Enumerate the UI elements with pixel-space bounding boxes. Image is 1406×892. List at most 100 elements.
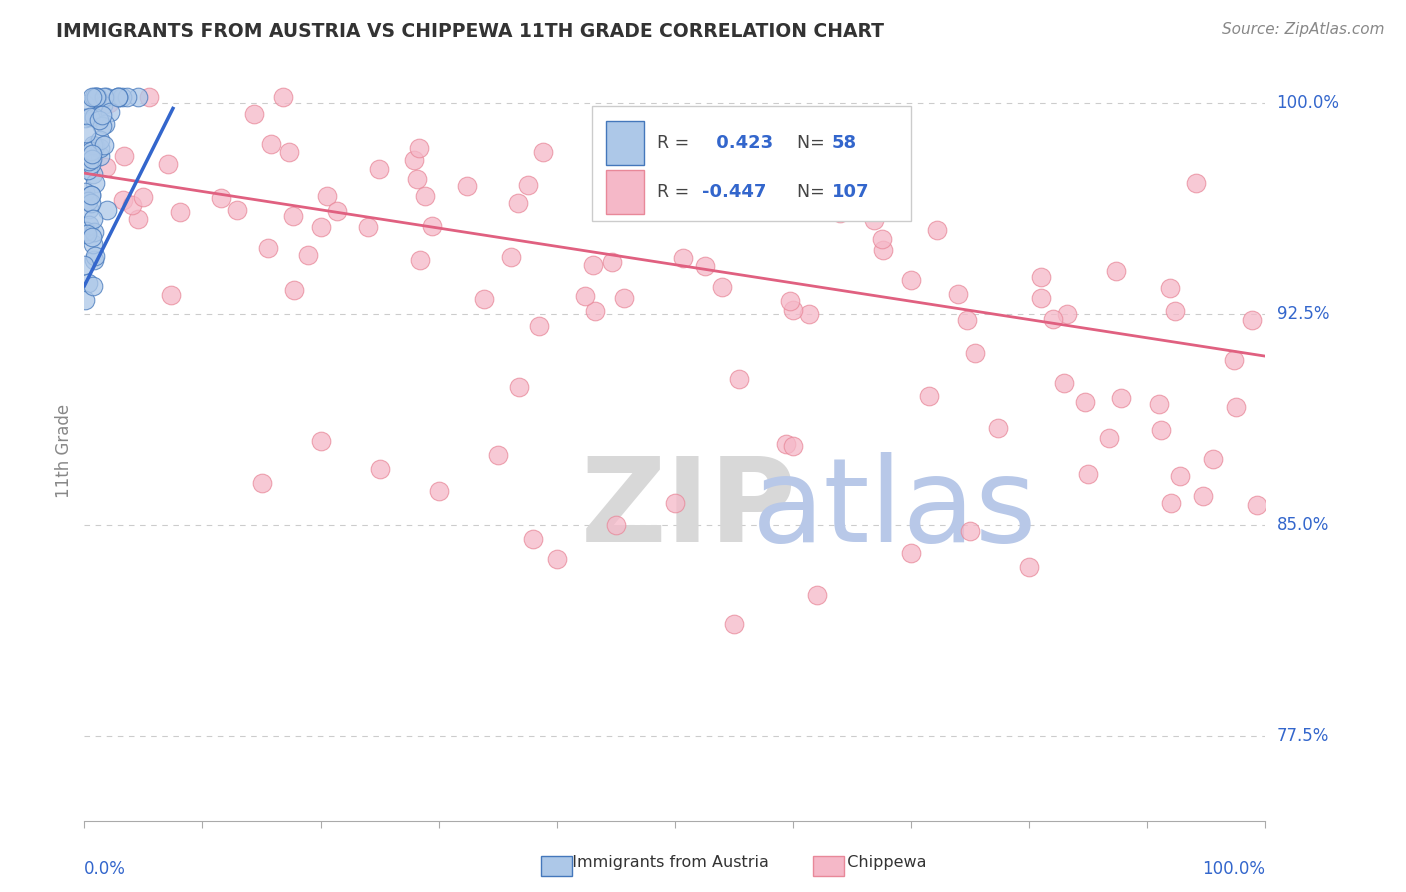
Point <box>710 280 733 294</box>
Point <box>77 202 100 216</box>
Text: 92.5%: 92.5% <box>1277 305 1329 323</box>
Point <box>585 304 607 318</box>
Point <box>830 206 852 220</box>
Point <box>82 168 104 182</box>
Point <box>131 190 153 204</box>
Point <box>582 258 605 272</box>
Point <box>402 153 425 168</box>
Text: N=: N= <box>797 134 830 152</box>
Point <box>1147 397 1170 411</box>
Point <box>89 141 111 155</box>
Point <box>82 137 104 152</box>
FancyBboxPatch shape <box>606 120 644 165</box>
Text: IMMIGRANTS FROM AUSTRIA VS CHIPPEWA 11TH GRADE CORRELATION CHART: IMMIGRANTS FROM AUSTRIA VS CHIPPEWA 11TH… <box>56 22 884 41</box>
Point <box>367 161 389 176</box>
Point <box>613 291 636 305</box>
Point <box>357 220 380 235</box>
Point <box>80 90 103 104</box>
Text: N=: N= <box>797 183 830 202</box>
Point <box>107 90 129 104</box>
Point <box>75 185 97 199</box>
Point <box>79 144 101 158</box>
Point <box>73 293 96 308</box>
Point <box>107 90 129 104</box>
Point <box>602 255 624 269</box>
Point <box>517 178 540 193</box>
Point <box>775 436 797 450</box>
Point <box>309 220 332 235</box>
Point <box>86 90 108 104</box>
Point <box>605 518 627 533</box>
Point <box>927 223 949 237</box>
Point <box>316 188 339 202</box>
Point <box>83 90 105 104</box>
Point <box>80 188 103 202</box>
Point <box>1241 312 1264 326</box>
Point <box>82 229 104 244</box>
Y-axis label: 11th Grade: 11th Grade <box>55 403 73 498</box>
Point <box>87 113 110 128</box>
Point <box>806 589 828 603</box>
Text: Source: ZipAtlas.com: Source: ZipAtlas.com <box>1222 22 1385 37</box>
Point <box>1150 423 1173 437</box>
Point <box>83 225 105 239</box>
Point <box>965 345 987 359</box>
Text: 0.423: 0.423 <box>710 134 773 152</box>
Point <box>499 250 522 264</box>
Point <box>169 204 191 219</box>
Text: 107: 107 <box>832 183 869 202</box>
Text: R =: R = <box>657 183 695 202</box>
Point <box>82 212 104 227</box>
Point <box>82 153 104 167</box>
Point <box>89 133 111 147</box>
Point <box>527 318 550 333</box>
Point <box>574 289 596 303</box>
Point <box>127 212 149 227</box>
Text: 100.0%: 100.0% <box>1202 860 1265 878</box>
Point <box>80 196 103 211</box>
Text: 77.5%: 77.5% <box>1277 727 1329 745</box>
Point <box>77 153 100 168</box>
Point <box>405 171 427 186</box>
Point <box>80 147 103 161</box>
Point <box>1077 467 1099 482</box>
Point <box>1225 400 1247 414</box>
Point <box>1029 291 1052 305</box>
Point <box>845 195 868 210</box>
Point <box>409 253 432 268</box>
Point <box>621 171 644 186</box>
Point <box>93 137 115 152</box>
Point <box>1098 431 1121 445</box>
Point <box>242 107 264 121</box>
Point <box>408 141 430 155</box>
Point <box>226 203 249 218</box>
Point <box>368 462 391 476</box>
Point <box>73 258 96 272</box>
Point <box>309 434 332 448</box>
Point <box>326 203 349 218</box>
Point <box>77 194 100 208</box>
Point <box>111 90 134 104</box>
Point <box>1191 489 1213 503</box>
Point <box>157 157 180 171</box>
Point <box>1159 280 1181 294</box>
Point <box>1164 304 1187 318</box>
Point <box>415 188 437 202</box>
Point <box>522 532 544 546</box>
Point <box>273 90 295 104</box>
Point <box>486 448 509 462</box>
Text: 100.0%: 100.0% <box>1277 94 1340 112</box>
Point <box>86 90 108 104</box>
Point <box>508 379 530 393</box>
FancyBboxPatch shape <box>606 170 644 214</box>
Point <box>90 108 112 122</box>
Point <box>75 97 97 112</box>
Point <box>138 90 160 104</box>
Point <box>1160 495 1182 509</box>
Point <box>1073 395 1095 409</box>
Point <box>84 90 107 104</box>
Point <box>94 161 117 175</box>
FancyBboxPatch shape <box>592 106 911 221</box>
Point <box>956 313 979 327</box>
Point <box>1109 391 1132 405</box>
